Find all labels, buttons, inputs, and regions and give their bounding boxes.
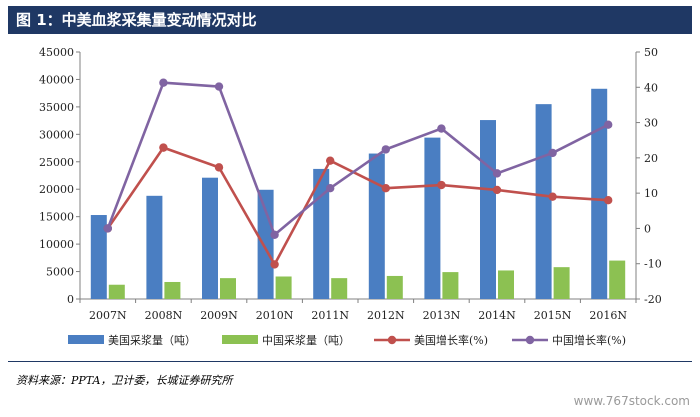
us-volume-bar: [368, 153, 385, 299]
cn-volume-bar: [164, 281, 181, 299]
right-tick-label: 50: [644, 46, 658, 59]
us-growth-line: [106, 146, 609, 266]
left-tick-label: 30000: [39, 128, 74, 141]
title-rule: [8, 32, 692, 34]
x-tick-label: 2015N: [534, 309, 572, 322]
cn-volume-bar: [553, 267, 570, 299]
legend-us-growth-marker: [387, 335, 397, 345]
left-tick-label: 5000: [46, 266, 74, 279]
x-tick-label: 2014N: [478, 309, 516, 322]
cn-volume-bar: [609, 260, 626, 299]
x-tick-label: 2016N: [589, 309, 627, 322]
title-background: [8, 6, 692, 32]
left-tick-label: 40000: [39, 73, 74, 86]
left-tick-label: 25000: [39, 156, 74, 169]
left-tick-label: 10000: [39, 238, 74, 251]
cn-growth-point: [604, 120, 613, 129]
us-volume-bar: [202, 177, 218, 299]
x-tick-label: 2012N: [367, 309, 405, 322]
title-bar: 图 1：中美血浆采集量变动情况对比: [0, 0, 700, 36]
cn-volume-bar: [498, 270, 514, 299]
right-tick-label: 20: [644, 152, 658, 165]
cn-growth-line: [106, 81, 609, 237]
x-tick-label: 2011N: [311, 309, 349, 322]
right-tick-label: -10: [644, 258, 662, 271]
legend-us-volume-swatch: [68, 335, 104, 344]
right-tick-label: 40: [644, 81, 658, 94]
source-note: 资料来源：PPTA，卫计委，长城证券研究所: [16, 374, 233, 387]
legend-us-volume-label: 美国采浆量（吨）: [108, 333, 196, 347]
x-tick-label: 2008N: [145, 309, 183, 322]
us-growth-point: [326, 156, 335, 165]
us-growth-point: [548, 192, 557, 201]
cn-growth-point: [270, 230, 279, 239]
cn-volume-bar: [220, 278, 236, 299]
cn-growth-point: [492, 169, 502, 178]
cn-volume-bar: [275, 276, 292, 299]
us-volume-bar: [480, 120, 496, 299]
x-tick-label: 2010N: [256, 309, 294, 322]
us-volume-bar: [313, 168, 330, 299]
cn-growth-point: [437, 124, 446, 133]
us-volume-bar: [424, 137, 441, 299]
cn-growth-point: [548, 148, 557, 158]
x-tick-label: 2007N: [89, 309, 127, 322]
legend-cn-volume-label: 中国采浆量（吨）: [262, 333, 350, 347]
watermark: www.767stock.com: [573, 394, 690, 408]
us-growth-point: [214, 163, 224, 172]
us-volume-bar: [146, 195, 163, 299]
us-growth-point: [159, 143, 168, 152]
legend-cn-volume-swatch: [222, 335, 258, 344]
cn-growth-point: [381, 145, 390, 154]
us-volume-bar: [257, 189, 274, 299]
legend-cn-growth-marker: [525, 335, 535, 345]
us-growth-point: [492, 185, 502, 195]
cn-volume-bar: [108, 284, 125, 299]
right-tick-label: -20: [644, 293, 662, 306]
us-growth-point: [437, 180, 446, 190]
combo-chart: 0 5000 10000 15000 20000 25000 30000 35000 40000…: [39, 46, 662, 347]
left-tick-label: 20000: [39, 183, 74, 196]
us-growth-point: [381, 184, 390, 193]
left-tick-label: 0: [67, 293, 74, 306]
cn-volume-bar: [386, 275, 403, 299]
left-tick-label: 45000: [39, 46, 74, 59]
us-growth-point: [270, 260, 279, 269]
legend-us-growth-label: 美国增长率(%): [414, 333, 488, 347]
cn-growth-point: [103, 224, 113, 233]
us-volume-bar: [90, 215, 107, 299]
cn-growth-point: [159, 78, 168, 87]
right-tick-label: 10: [644, 187, 658, 200]
right-tick-label: 30: [644, 117, 658, 130]
footer-rule: [8, 361, 692, 362]
left-tick-label: 15000: [39, 211, 74, 224]
right-tick-label: 0: [644, 222, 651, 235]
us-growth-point: [604, 196, 613, 205]
x-tick-label: 2009N: [200, 309, 238, 322]
cn-volume-bar: [331, 278, 348, 299]
figure-title: 图 1：中美血浆采集量变动情况对比: [16, 11, 257, 29]
legend-cn-growth-label: 中国增长率(%): [552, 333, 626, 347]
cn-growth-point: [214, 82, 224, 91]
us-volume-bar: [535, 104, 552, 300]
us-volume-bar: [591, 88, 608, 299]
left-tick-label: 35000: [39, 101, 74, 114]
cn-growth-point: [326, 184, 335, 193]
cn-volume-bar: [442, 272, 459, 299]
x-tick-label: 2013N: [423, 309, 461, 322]
